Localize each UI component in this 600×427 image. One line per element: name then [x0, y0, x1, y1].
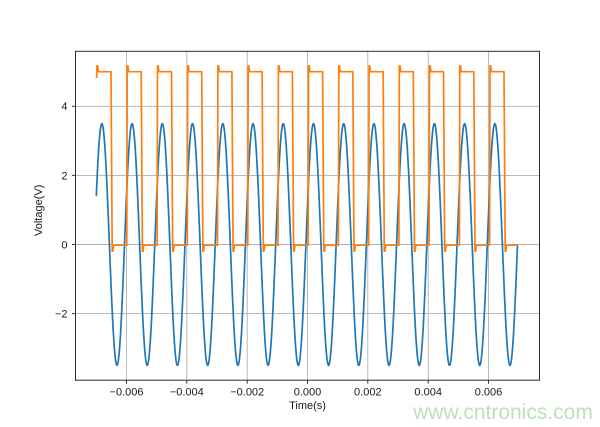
svg-text:0.002: 0.002 — [354, 387, 382, 399]
svg-text:Time(s): Time(s) — [289, 400, 326, 412]
svg-text:0.006: 0.006 — [475, 387, 503, 399]
svg-text:−0.002: −0.002 — [230, 387, 264, 399]
svg-text:−0.006: −0.006 — [110, 387, 144, 399]
svg-text:0: 0 — [61, 239, 67, 251]
svg-text:0.004: 0.004 — [414, 387, 442, 399]
svg-text:0.000: 0.000 — [294, 387, 322, 399]
svg-text:2: 2 — [61, 170, 67, 182]
svg-text:−0.004: −0.004 — [170, 387, 204, 399]
svg-text:−2: −2 — [55, 309, 68, 321]
svg-text:4: 4 — [61, 101, 67, 113]
svg-text:www.cntronics.com: www.cntronics.com — [412, 401, 593, 424]
svg-text:Voltage(V): Voltage(V) — [33, 185, 45, 236]
